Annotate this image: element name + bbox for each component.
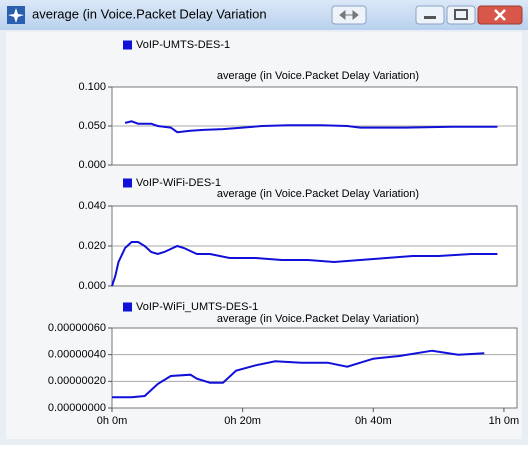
- maximize-icon: [454, 9, 468, 20]
- chart-subtitle: average (in Voice.Packet Delay Variation…: [217, 188, 419, 200]
- x-tick-label: 0h 0m: [97, 415, 128, 427]
- maximize-button[interactable]: [446, 5, 476, 25]
- close-icon: [494, 9, 506, 21]
- x-tick-label: 1h 0m: [489, 415, 520, 427]
- y-tick-label: 0.00000020: [48, 375, 106, 387]
- legend-swatch: [123, 178, 132, 188]
- legend-swatch: [123, 40, 132, 50]
- legend-label: VoIP-WiFi-DES-1: [136, 177, 221, 189]
- y-tick-label: 0.100: [78, 81, 106, 93]
- minimize-button[interactable]: [415, 5, 445, 25]
- plot-area: [111, 327, 518, 409]
- chart-subtitle: average (in Voice.Packet Delay Variation…: [217, 70, 419, 82]
- x-tick-label: 0h 40m: [355, 415, 392, 427]
- y-tick-label: 0.00000040: [48, 349, 106, 361]
- legend-swatch: [123, 302, 132, 312]
- y-tick-label: 0.000: [78, 280, 106, 292]
- y-tick-label: 0.00000060: [48, 322, 106, 334]
- app-icon-star: [8, 8, 24, 23]
- minimize-icon: [424, 16, 436, 19]
- legend-label: VoIP-UMTS-DES-1: [136, 39, 230, 51]
- data-line: [124, 120, 498, 134]
- y-tick-label: 0.00000000: [48, 402, 106, 414]
- y-tick-label: 0.050: [78, 120, 106, 132]
- y-tick-label: 0.020: [78, 240, 106, 252]
- chart-subtitle: average (in Voice.Packet Delay Variation…: [217, 313, 419, 325]
- sync-icon: [339, 9, 359, 21]
- legend-label: VoIP-WiFi_UMTS-DES-1: [136, 301, 258, 313]
- y-tick-label: 0.000: [78, 159, 106, 171]
- window-title: average (in Voice.Packet Delay Variation: [32, 6, 267, 21]
- y-tick-label: 0.040: [78, 200, 106, 212]
- data-line: [112, 349, 485, 399]
- x-tick-label: 0h 20m: [224, 415, 261, 427]
- data-line: [111, 241, 498, 287]
